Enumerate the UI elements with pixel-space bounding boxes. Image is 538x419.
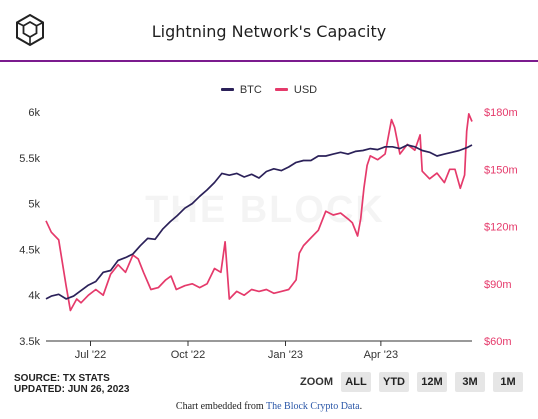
line-chart: THE BLOCK 3.5k 4k 4.5k 5k 5.5k 6k $60m $90m $12… bbox=[19, 107, 518, 361]
zoom-ytd-button[interactable]: YTD bbox=[379, 372, 409, 392]
series-line-usd bbox=[45, 113, 473, 312]
right-axis-tick-label: $90m bbox=[484, 279, 512, 291]
embed-link[interactable]: The Block Crypto Data bbox=[265, 401, 360, 412]
left-axis-tick-label: 4k bbox=[28, 290, 40, 302]
zoom-label: ZOOM bbox=[300, 376, 333, 388]
zoom-1m-button[interactable]: 1M bbox=[493, 372, 523, 392]
left-axis-tick-label: 5k bbox=[28, 199, 40, 211]
updated-text: UPDATED: JUN 26, 2023 bbox=[14, 384, 130, 395]
x-axis-tick-label: Apr '23 bbox=[364, 349, 399, 361]
left-axis: 3.5k 4k 4.5k 5k 5.5k 6k bbox=[19, 107, 40, 348]
zoom-all-button[interactable]: ALL bbox=[341, 372, 371, 392]
watermark: THE BLOCK bbox=[145, 189, 385, 231]
x-axis-tick-label: Jan '23 bbox=[268, 349, 303, 361]
right-axis-tick-label: $60m bbox=[484, 336, 512, 348]
right-axis-tick-label: $150m bbox=[484, 164, 518, 176]
embed-note: Chart embedded from The Block Crypto Dat… bbox=[0, 401, 538, 412]
source-block: SOURCE: TX STATS UPDATED: JUN 26, 2023 bbox=[14, 373, 129, 395]
zoom-3m-button[interactable]: 3M bbox=[455, 372, 485, 392]
right-axis-tick-label: $180m bbox=[484, 107, 518, 119]
x-axis: Jul '22 Oct '22 Jan '23 Apr '23 bbox=[75, 341, 398, 361]
left-axis-tick-label: 6k bbox=[28, 107, 40, 119]
legend-swatch-usd bbox=[274, 88, 288, 91]
embed-prefix: Chart embedded from bbox=[175, 401, 266, 412]
left-axis-tick-label: 5.5k bbox=[19, 153, 40, 165]
legend-swatch-btc bbox=[220, 88, 234, 91]
embed-suffix: . bbox=[359, 401, 363, 412]
legend-item-usd[interactable]: USD bbox=[274, 83, 318, 96]
right-axis-tick-label: $120m bbox=[484, 222, 518, 234]
legend-label-usd: USD bbox=[293, 83, 318, 96]
legend-label-btc: BTC bbox=[239, 83, 262, 96]
chart-legend: BTC USD bbox=[0, 82, 538, 96]
x-axis-tick-label: Oct '22 bbox=[171, 349, 206, 361]
zoom-12m-button[interactable]: 12M bbox=[417, 372, 447, 392]
left-axis-tick-label: 3.5k bbox=[19, 336, 40, 348]
chart-title: Lightning Network's Capacity bbox=[151, 22, 387, 41]
the-block-logo-icon bbox=[16, 13, 44, 47]
right-axis: $60m $90m $120m $150m $180m bbox=[484, 107, 518, 348]
legend-item-btc[interactable]: BTC bbox=[220, 83, 262, 96]
zoom-controls: ZOOM ALL YTD 12M 3M 1M bbox=[300, 372, 531, 392]
series-line-btc bbox=[45, 144, 473, 300]
source-text: SOURCE: TX STATS bbox=[14, 373, 110, 384]
left-axis-tick-label: 4.5k bbox=[19, 244, 40, 256]
x-axis-tick-label: Jul '22 bbox=[75, 349, 106, 361]
title-divider bbox=[0, 60, 538, 62]
